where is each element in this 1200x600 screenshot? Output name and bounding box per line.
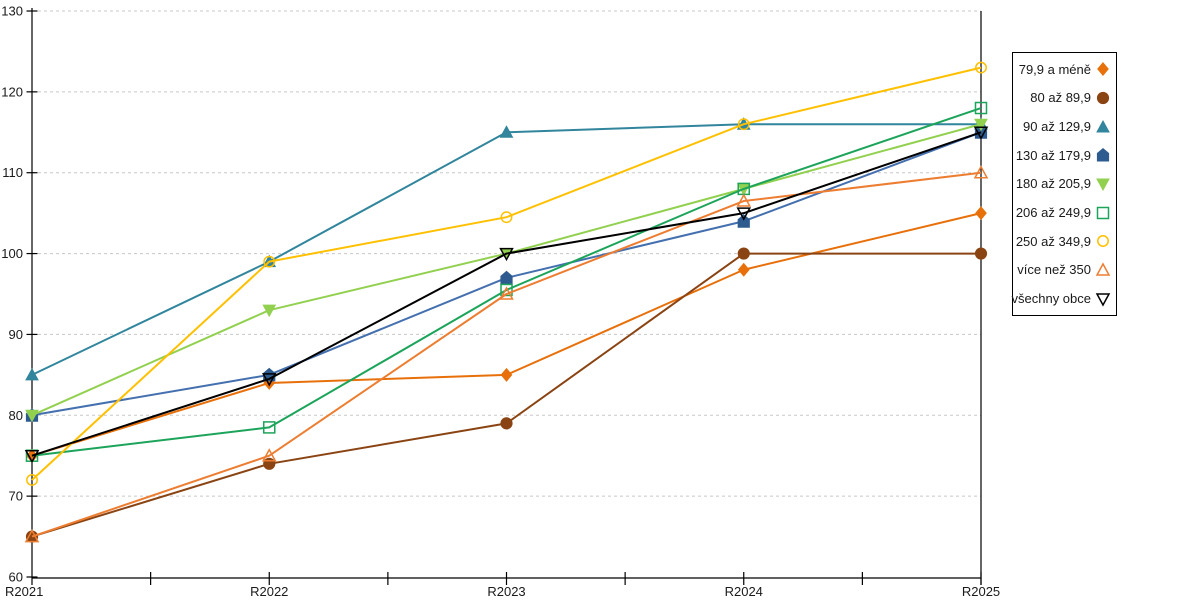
data-point-circle-icon [1096,91,1110,105]
x-tick-label: R2024 [725,584,763,599]
data-point-circle-icon [263,255,276,268]
data-point-triangle-up-icon [499,286,514,300]
legend-item: 206 až 249,9 [1013,205,1116,221]
legend-item: 90 až 129,9 [1013,119,1116,135]
legend-item-label: 250 až 349,9 [1015,233,1091,249]
data-point-triangle-down-icon [1096,178,1110,191]
y-tick-label: 110 [2,165,23,180]
y-tick-label: 70 [9,489,23,504]
data-point-circle-icon [500,417,513,430]
legend-marker-circle-icon [1096,91,1110,105]
y-tick-label: 130 [1,4,23,19]
x-tick-label: R2022 [250,584,288,599]
data-point-diamond-icon [500,367,513,382]
legend-item: 130 až 179,9 [1013,147,1116,163]
data-point-triangle-up-icon [1095,262,1111,276]
legend-item: 180 až 205,9 [1013,176,1116,192]
data-point-triangle-down-icon [736,207,752,221]
y-tick-label: 100 [1,246,23,261]
legend-marker-pentagon-icon [1096,148,1110,162]
data-point-circle-icon [26,474,38,486]
legend-marker-triangle-down-icon [1096,178,1110,191]
data-point-triangle-up-icon [24,529,40,543]
legend-marker-circle-icon [1097,235,1109,248]
data-point-pentagon-icon [1096,148,1110,162]
legend-item: všechny obce [1011,291,1116,307]
data-point-circle-icon [1097,235,1109,248]
series-line-6 [31,66,982,481]
legend-marker-triangle-down-icon [1095,292,1111,307]
data-point-circle-icon [975,61,987,74]
legend-marker-square-icon [1096,206,1110,219]
legend-item: 250 až 349,9 [1013,233,1116,249]
legend-item-label: 90 až 129,9 [1023,119,1091,135]
data-point-triangle-up-icon [499,125,514,138]
legend-marker-triangle-up-icon [1095,262,1111,276]
legend-item-label: 79,9 a méně [1018,61,1091,77]
data-point-triangle-down-icon [25,409,39,423]
data-point-triangle-down-icon [262,304,277,318]
legend-item: více než 350 [1013,262,1116,278]
data-point-pentagon-icon [500,270,513,285]
legend-item-label: 206 až 249,9 [1015,205,1091,221]
data-point-diamond-icon [1097,62,1109,77]
data-point-diamond-icon [975,206,987,221]
data-point-pentagon-icon [737,214,750,228]
legend-item-label: všechny obce [1011,291,1092,307]
data-point-triangle-down-icon [261,373,277,387]
data-point-square-icon [974,101,988,115]
data-point-triangle-up-icon [1096,119,1110,133]
data-point-triangle-up-icon [736,193,752,207]
data-point-circle-icon [500,211,513,224]
y-tick-label: 60 [9,570,23,585]
data-point-square-icon [263,421,276,434]
legend-marker-diamond-icon [1097,62,1109,77]
legend-item-label: 180 až 205,9 [1015,176,1091,192]
x-tick-label: R2023 [487,584,525,599]
data-point-triangle-down-icon [24,449,40,464]
legend: 79,9 a méně 80 až 89,9 90 až 129,9 130 až 1… [1012,52,1117,316]
series-line-7 [31,171,982,538]
x-tick-label: R2021 [5,584,43,599]
legend-item-label: 80 až 89,9 [1030,90,1091,106]
legend-marker-triangle-up-icon [1096,119,1110,133]
legend-item-label: 130 až 179,9 [1015,147,1091,163]
series-line-8 [31,131,982,457]
data-point-triangle-up-icon [25,367,39,381]
y-tick-label: 90 [9,327,23,342]
data-point-circle-icon [974,247,988,260]
y-tick-label: 80 [9,408,23,423]
data-point-triangle-down-icon [499,247,514,262]
data-point-triangle-down-icon [973,126,989,140]
legend-item: 79,9 a méně [1013,61,1116,77]
data-point-triangle-down-icon [1095,292,1111,307]
data-point-circle-icon [737,247,750,260]
data-point-triangle-up-icon [973,165,989,179]
data-point-circle-icon [737,118,750,131]
data-point-diamond-icon [737,262,750,277]
y-tick-label: 120 [1,84,23,99]
series-line-5 [31,107,982,457]
data-point-triangle-down-icon [974,118,988,132]
x-tick-label: R2025 [962,584,1000,599]
data-point-square-icon [1096,206,1110,219]
data-point-square-icon [500,283,513,297]
legend-item: 80 až 89,9 [1013,90,1116,106]
data-point-triangle-up-icon [261,448,277,462]
data-point-circle-icon [263,457,276,470]
legend-item-label: více než 350 [1017,262,1091,278]
